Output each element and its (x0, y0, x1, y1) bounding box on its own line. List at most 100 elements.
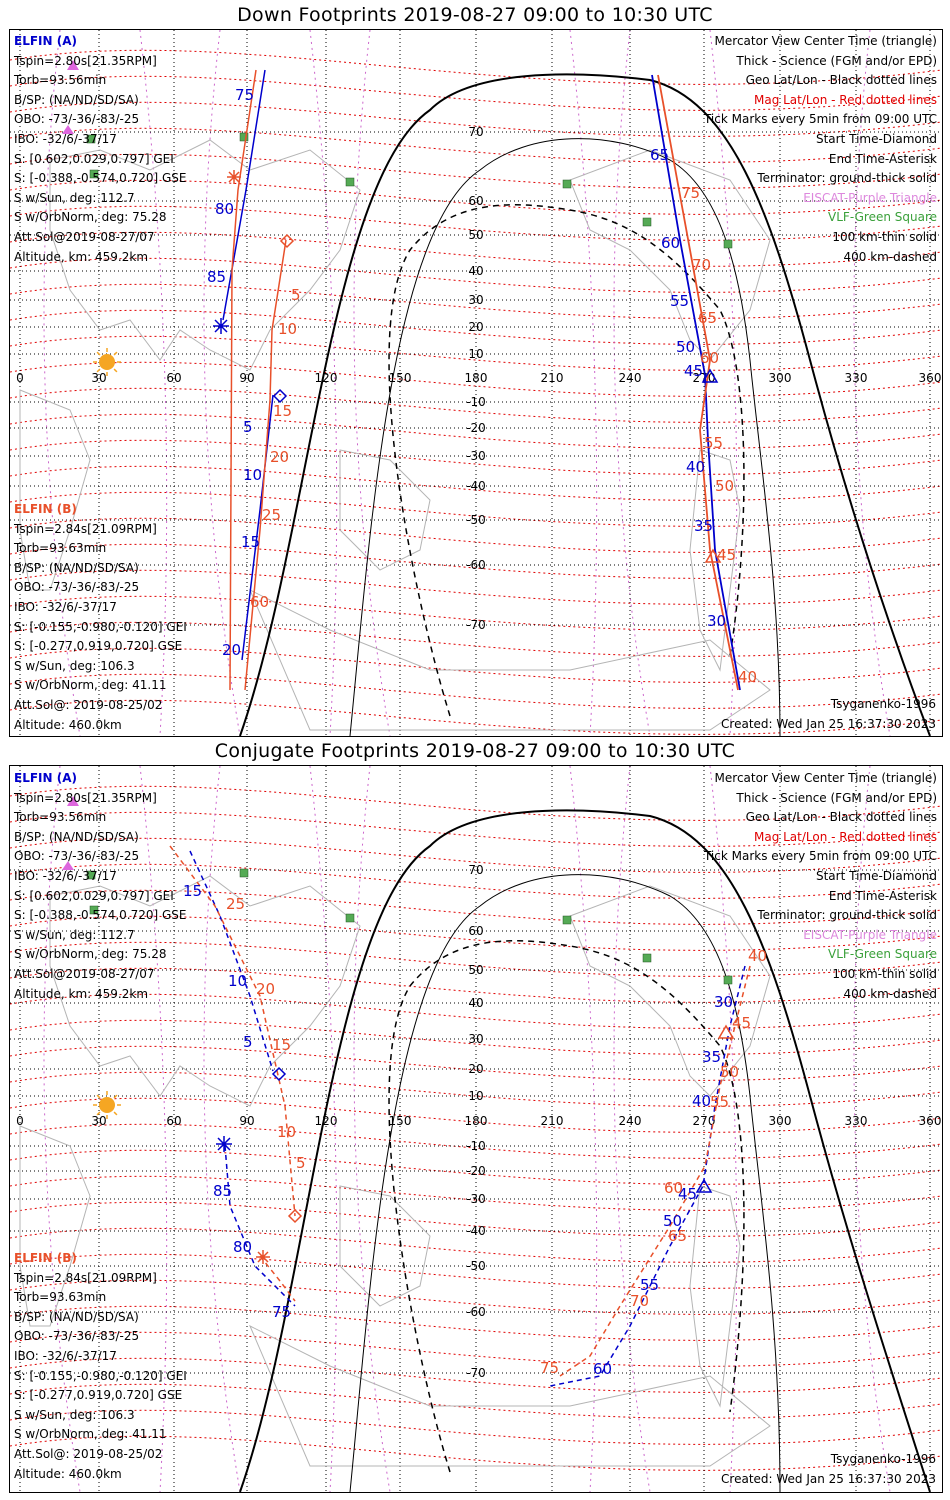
legend-line: 100 km-thin solid (832, 966, 937, 981)
mag-lon-line (203, 766, 241, 1492)
mag-lon-line (309, 30, 338, 736)
elfin-b-time-label: 40 (738, 668, 757, 686)
mag-lat-line (10, 101, 942, 137)
elfin-a-info-line: Altitude, km: 459.2km (14, 249, 149, 264)
elfin-a-conj-track (189, 850, 274, 1072)
mag-lat-line (10, 1175, 942, 1211)
terminator-ground (239, 73, 931, 736)
legend-line: 400 km-dashed (843, 986, 937, 1001)
sun-icon (99, 1097, 115, 1113)
lon-tick-label: 150 (389, 1114, 412, 1128)
elfin-a-time-label: 60 (593, 1360, 612, 1378)
mag-lon-line (709, 30, 738, 736)
down-title: Down Footprints 2019-08-27 09:00 to 10:3… (237, 4, 713, 26)
mag-lat-line (10, 1097, 942, 1133)
coastline (19, 1125, 91, 1327)
lat-tick-label: -30 (466, 1192, 486, 1206)
vlf-station-square (89, 169, 99, 179)
elfin-b-info-line: Torb=93.63min (14, 1290, 107, 1305)
elfin-a-info-line: Att.Sol@2019-08-27/07 (14, 229, 155, 244)
lat-tick-label: 60 (468, 194, 483, 208)
mag-lat-line (10, 1409, 942, 1445)
mag-lat-line (10, 811, 942, 847)
mag-lon-line (203, 30, 241, 736)
sun-ray (96, 368, 101, 373)
legend-line: VLF-Green Square (828, 947, 937, 962)
elfin-b-info-line: Att.Sol@: 2019-08-25/02 (14, 697, 163, 712)
elfin-a-track (222, 69, 266, 321)
mag-lat-line (10, 1357, 942, 1393)
vlf-station-square (89, 905, 99, 915)
mag-lat-line (10, 595, 942, 631)
elfin-b-time-label: 15 (272, 1036, 291, 1054)
elfin-a-info-line: Torb=93.56min (14, 73, 107, 88)
sun-icon (99, 354, 115, 370)
legend-line: Tick Marks every 5min from 09:00 UTC (703, 112, 937, 127)
elfin-a-info: ELFIN (A) Tspin=2.80s[21.35RPM] Torb=93.… (14, 769, 187, 1004)
conj-title: Conjugate Footprints 2019-08-27 09:00 to… (214, 740, 736, 762)
elfin-b-time-label: 55 (710, 1093, 729, 1111)
start-diamond-b (279, 233, 295, 249)
elfin-b-time-label: 25 (262, 506, 281, 524)
elfin-b-info-line: S w/OrbNorm, deg: 41.11 (14, 678, 167, 693)
elfin-b-info: ELFIN (B) Tspin=2.84s[21.09RPM] Torb=93.… (14, 500, 187, 735)
elfin-b-info-line: S w/Sun, deg: 106.3 (14, 658, 135, 673)
lon-tick-label: 240 (619, 371, 642, 385)
coastline (569, 885, 771, 1097)
elfin-b-info-line: Altitude: 460.0km (14, 1466, 122, 1481)
elfin-a-time-label: 75 (272, 1303, 291, 1321)
end-asterisk-a (216, 1136, 232, 1152)
elfin-b-time-label: 10 (278, 320, 297, 338)
mag-lon-line (353, 30, 391, 736)
center-triangle-b (717, 1024, 735, 1039)
elfin-b-time-label: 20 (270, 448, 289, 466)
coastline (49, 139, 361, 371)
mag-lat-line (10, 153, 942, 189)
elfin-b-info: ELFIN (B) Tspin=2.84s[21.09RPM] Torb=93.… (14, 1249, 187, 1484)
elfin-a-info-line: Att.Sol@2019-08-27/07 (14, 966, 155, 981)
elfin-a-info-line: B/SP: (NA/ND/SD/SA) (14, 92, 139, 107)
vlf-station-square (345, 177, 355, 187)
center-triangle-a (695, 1178, 713, 1193)
mag-lat-line (10, 1123, 942, 1159)
elfin-b-info-line: IBO: -32/6/-37/17 (14, 1348, 117, 1363)
created-label: Created: Wed Jan 25 16:37:30 2023 (721, 1472, 936, 1486)
elfin-a-info-line: S w/Sun, deg: 112.7 (14, 927, 135, 942)
elfin-a-time-label: 50 (676, 338, 695, 356)
vlf-station-square (723, 975, 733, 985)
mag-lat-line (10, 699, 942, 735)
lat-tick-label: 40 (468, 264, 483, 278)
coastline (249, 588, 771, 731)
mag-lat-line (10, 621, 942, 657)
elfin-b-info-line: S: [-0.277,0.919,0.720] GSE (14, 1388, 183, 1403)
elfin-b-time-label: 45 (717, 546, 736, 564)
lat-tick-label: 50 (468, 228, 483, 242)
elfin-b-time-label: 65 (698, 309, 717, 327)
elfin-b-time-label: 70 (692, 256, 711, 274)
conj-map-svg: 0 30 60 90 120 150 180 210 240 270 300 330 360 10 20 30… (10, 766, 942, 1492)
lat-tick-label: -60 (466, 558, 486, 572)
vlf-station-square (642, 953, 652, 963)
end-asterisk-b (227, 170, 241, 184)
sun-ray (113, 1094, 118, 1099)
end-asterisk-a (213, 318, 229, 334)
elfin-b-conj-track (169, 845, 296, 1217)
mag-lon-line (309, 766, 338, 1492)
elfin-a-time-label: 5 (243, 1033, 253, 1051)
elfin-b-time-label: 60 (664, 1179, 683, 1197)
elfin-b-info-line: Torb=93.63min (14, 541, 107, 556)
mag-lat-line (10, 1253, 942, 1289)
elfin-a-time-label: 55 (670, 292, 689, 310)
mag-lon-line (613, 766, 651, 1492)
sun-ray (113, 368, 118, 373)
mag-lat-line (10, 179, 942, 215)
legend-line: Start Time-Diamond (815, 131, 937, 146)
elfin-a-time-label: 85 (213, 1182, 232, 1200)
mag-lat-line (10, 231, 942, 267)
lon-tick-label: 330 (845, 371, 868, 385)
mag-lat-line (10, 439, 942, 475)
lat-tick-label: 30 (468, 293, 483, 307)
lat-tick-label: 10 (468, 347, 483, 361)
lat-tick-label: 40 (468, 996, 483, 1010)
elfin-a-info-line: IBO: -32/6/-37/17 (14, 131, 117, 146)
